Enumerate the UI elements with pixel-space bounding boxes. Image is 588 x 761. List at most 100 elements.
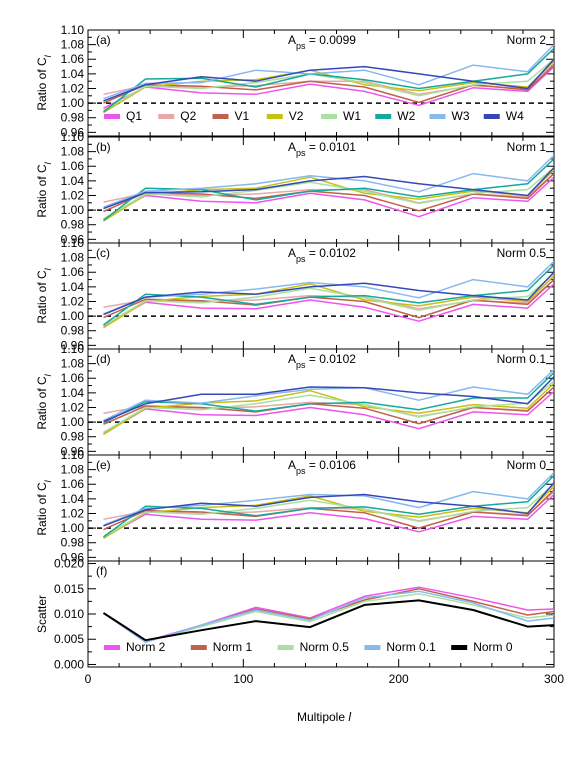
y-tick-label: 1.08 [61, 38, 85, 52]
norm-label: Norm 1 [507, 140, 547, 154]
y-tick-label: 1.10 [61, 23, 85, 37]
y-tick-label: 1.00 [61, 415, 85, 429]
legend-label: Norm 1 [213, 640, 253, 654]
y-axis-label: Ratio of Cl [35, 373, 53, 429]
series-line-v1 [103, 386, 554, 425]
y-tick-label: 0.96 [61, 444, 85, 458]
y-tick-label: 1.10 [61, 342, 85, 356]
legend-swatch [321, 114, 337, 119]
y-axis-label: Ratio of Cl [35, 161, 53, 217]
y-tick-label: 1.04 [61, 280, 85, 294]
legend-swatch [277, 645, 294, 650]
y-tick-label: 1.06 [61, 371, 85, 385]
legend-swatch [190, 645, 207, 650]
legend-label: Norm 0.5 [300, 640, 350, 654]
y-axis-label: Ratio of Cl [35, 54, 53, 110]
legend-swatch [375, 114, 392, 119]
y-tick-label: 0.96 [61, 125, 85, 139]
legend-label: W3 [452, 109, 470, 123]
y-tick-label: 1.02 [61, 506, 85, 520]
y-tick-label: 0.020 [54, 557, 84, 571]
y-tick-label: 0.015 [54, 582, 84, 596]
panel-5: 0.000 0.005 0.010 0.015 0.020 Scatter (f) Norm … [35, 557, 564, 686]
series-group [103, 44, 554, 114]
y-tick-label: 1.04 [61, 174, 85, 188]
series-line-v1 [103, 64, 554, 104]
y-tick-label: 1.04 [61, 386, 85, 400]
legend-label: Norm 2 [126, 640, 166, 654]
y-tick-label: 1.06 [61, 265, 85, 279]
series-line-q1 [103, 493, 554, 539]
norm-label: Norm 0.5 [497, 246, 547, 260]
y-tick-label: 1.10 [61, 130, 85, 144]
series-group [102, 586, 554, 644]
legend-label: W1 [343, 109, 361, 123]
legend-swatch [104, 645, 120, 650]
series-line-w4 [103, 167, 554, 210]
series-line-w3 [103, 368, 554, 422]
y-tick-label: 1.08 [61, 463, 85, 477]
y-tick-label: 0.96 [61, 232, 85, 246]
panel-4: 0.960.981.001.021.041.061.081.10 Ratio of… [35, 448, 555, 564]
panel-3: 0.960.981.001.021.041.061.081.10 Ratio of… [35, 342, 555, 458]
y-tick-label: 0.98 [61, 111, 85, 125]
legend-swatch [158, 114, 175, 119]
y-tick-label: 0.005 [54, 632, 84, 646]
legend-swatch [429, 114, 446, 119]
y-tick-label: 0.000 [54, 657, 84, 671]
y-tick-label: 0.96 [61, 550, 85, 564]
legend-label: Norm 0 [473, 640, 513, 654]
series-group [103, 368, 554, 436]
x-tick-label: 200 [389, 672, 409, 686]
legend-label: W2 [397, 109, 415, 123]
y-tick-label: 1.02 [61, 400, 85, 414]
legend-swatch [266, 114, 283, 119]
y-axis-label-group: Ratio of Cl [35, 373, 53, 429]
y-tick-label: 1.00 [61, 521, 85, 535]
series-line-w3 [103, 44, 554, 100]
y-tick-label: 0.010 [54, 607, 84, 621]
y-tick-label: 0.98 [61, 218, 85, 232]
plot-frame [87, 29, 555, 137]
series-line-w4 [103, 482, 554, 527]
series-line-q1 [103, 283, 554, 327]
aps-annotation: Aps = 0.0101 [288, 140, 356, 158]
legend-swatch [104, 114, 120, 119]
legend-label: W4 [506, 109, 524, 123]
norm-label: Norm 0 [507, 458, 547, 472]
y-tick-label: 1.02 [61, 188, 85, 202]
series-group [103, 154, 554, 222]
y-axis-label: Ratio of Cl [35, 267, 53, 323]
aps-annotation: Aps = 0.0106 [288, 458, 356, 476]
y-axis-label-group: Ratio of Cl [35, 267, 53, 323]
y-tick-label: 1.10 [61, 448, 85, 462]
x-tick-label: 0 [85, 672, 92, 686]
y-axis-label-group: Ratio of Cl [35, 54, 53, 110]
y-axis-label-group: Ratio of Cl [35, 161, 53, 217]
y-tick-label: 1.08 [61, 357, 85, 371]
y-tick-label: 1.06 [61, 477, 85, 491]
x-axis-label: Multipole l [297, 710, 351, 724]
y-tick-label: 1.00 [61, 96, 85, 110]
panel-label: (c) [96, 246, 110, 260]
legend-label: V1 [235, 109, 250, 123]
y-tick-label: 1.00 [61, 203, 85, 217]
panel-label: (d) [96, 352, 111, 366]
series-line-v2 [103, 382, 554, 436]
y-tick-label: 1.00 [61, 309, 85, 323]
y-tick-label: 1.02 [61, 294, 85, 308]
series-line-w4 [103, 271, 554, 316]
aps-annotation: Aps = 0.0102 [288, 246, 356, 264]
legend-swatch [451, 645, 468, 650]
series-line-w2 [103, 371, 554, 424]
series-line-w4 [103, 58, 554, 102]
legend-label: V2 [289, 109, 304, 123]
x-tick-label: 100 [233, 672, 253, 686]
legend-label: Q1 [126, 109, 142, 123]
legend-label: Norm 0.1 [386, 640, 436, 654]
y-axis-label-group: Scatter [35, 595, 49, 633]
panel-label: (a) [96, 33, 111, 47]
series-line-w1 [103, 167, 554, 220]
series-line-w1 [103, 58, 554, 112]
y-tick-label: 0.96 [61, 338, 85, 352]
